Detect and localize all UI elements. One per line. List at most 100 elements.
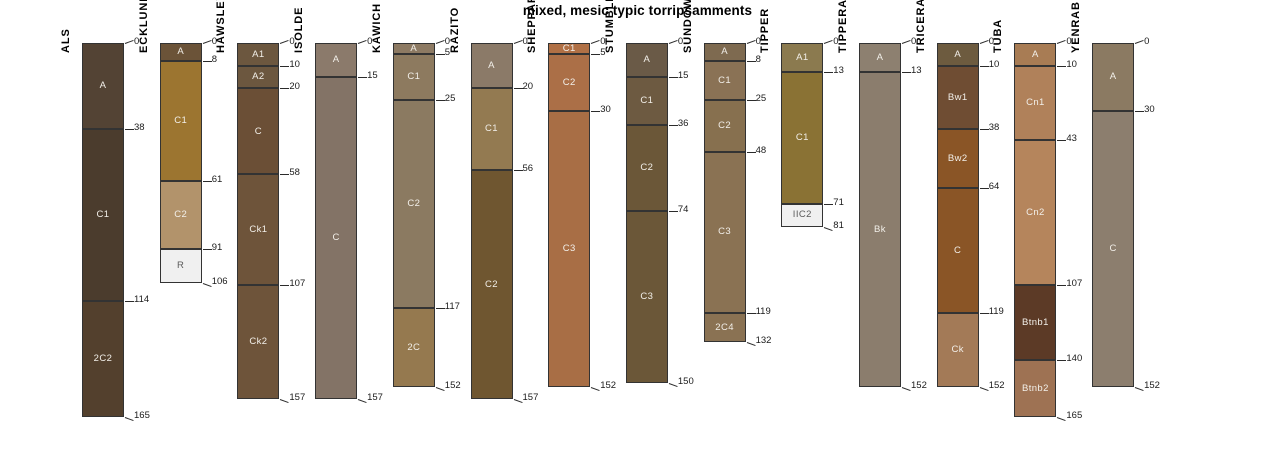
horizon-label: Bw1: [947, 91, 968, 103]
horizon-label: C3: [718, 226, 732, 238]
depth-tick-label: 114: [134, 294, 150, 306]
depth-tick-label: 43: [1066, 133, 1077, 145]
depth-tick-label: 38: [134, 122, 145, 134]
tick-line: [280, 174, 290, 176]
tick-line: [824, 72, 834, 74]
soil-horizon: C: [1092, 110, 1135, 388]
tick-line: [280, 39, 290, 44]
horizon-label: C3: [562, 243, 576, 255]
tick-line: [668, 124, 678, 126]
horizon-label: C: [954, 244, 962, 256]
tick-line: [357, 398, 367, 403]
tick-line: [280, 88, 290, 90]
depth-tick-label: 0: [134, 36, 140, 47]
profile-name-label: RAZITO: [448, 6, 461, 53]
depth-tick-label: 107: [289, 278, 306, 290]
horizon-label: C2: [562, 76, 576, 88]
depth-tick-label: 5: [600, 47, 606, 59]
soil-horizon: C1: [470, 88, 513, 170]
depth-tick-label: 152: [600, 380, 617, 392]
horizon-label: C2: [485, 278, 498, 290]
horizon-label: Btnb1: [1021, 317, 1049, 329]
depth-tick-label: 150: [677, 375, 694, 387]
tick-line: [202, 283, 212, 288]
tick-line: [513, 398, 523, 403]
tick-line: [202, 181, 212, 183]
profile-bar: C1 C2 C3: [548, 43, 591, 388]
tick-line: [124, 416, 134, 421]
horizon-label: C1: [96, 209, 110, 221]
soil-horizon: C3: [703, 151, 746, 313]
depth-tick-label: 15: [677, 69, 689, 81]
horizon-label: Cn2: [1026, 207, 1045, 219]
horizon-label: A: [954, 48, 962, 60]
profile-bar: A1 C1 IIC2: [781, 43, 824, 227]
tick-line: [591, 39, 600, 44]
horizon-label: Ck2: [249, 336, 268, 348]
tick-line: [513, 88, 523, 90]
depth-tick-label: 0: [833, 36, 839, 47]
depth-tick-label: 74: [677, 203, 689, 215]
soil-horizon: C2: [703, 99, 746, 152]
depth-tick-label: 157: [367, 391, 383, 403]
soil-horizon: R: [159, 249, 202, 284]
tick-line: [125, 301, 134, 303]
tick-line: [824, 39, 833, 44]
depth-tick-label: 0: [1144, 36, 1150, 47]
profile-name-label: SHEPPARD: [526, 0, 539, 53]
soil-horizon: A: [859, 43, 901, 73]
tick-line: [435, 308, 445, 310]
tick-line: [668, 382, 678, 387]
horizon-label: 2C2: [93, 353, 113, 365]
horizon-label: C2: [718, 119, 732, 131]
soil-horizon: A: [936, 43, 979, 66]
horizon-label: IIC2: [792, 209, 812, 221]
soil-horizon: A: [82, 43, 124, 130]
horizon-label: C1: [795, 132, 809, 144]
profile-bar: A C1 C2 C3: [625, 43, 668, 383]
soil-horizon: IIC2: [781, 203, 824, 227]
depth-tick-label: 15: [367, 69, 378, 81]
soil-horizon: Bk: [859, 72, 901, 388]
tick-line: [202, 61, 212, 63]
depth-tick-label: 20: [522, 81, 534, 93]
soil-horizon: Ck: [936, 312, 979, 388]
depth-tick-label: 64: [988, 181, 1000, 193]
horizon-label: A: [721, 46, 728, 58]
soil-horizon: A: [470, 43, 513, 89]
depth-tick-label: 25: [755, 92, 767, 104]
profile-bar: A C1 C2: [470, 43, 513, 399]
depth-tick-label: 152: [911, 380, 927, 392]
profile-bar: A C1 C2 C3 2C4: [703, 43, 746, 343]
soil-horizon: C: [936, 188, 979, 313]
depth-tick-label: 30: [1144, 103, 1155, 115]
soil-horizon: A: [703, 43, 746, 62]
depth-tick-label: 13: [911, 65, 922, 77]
depth-tick-label: 132: [755, 335, 772, 347]
depth-tick-label: 38: [988, 122, 1000, 134]
tick-line: [824, 203, 834, 205]
horizon-label: Btnb2: [1021, 382, 1049, 394]
soil-horizon: C1: [548, 43, 591, 55]
tick-line: [435, 99, 445, 101]
depth-tick-label: 91: [211, 242, 223, 254]
soil-horizon: Cn1: [1014, 65, 1057, 141]
tick-line: [1134, 387, 1144, 392]
horizon-label: C3: [640, 291, 654, 303]
soil-horizon: C2: [548, 54, 591, 111]
tick-line: [280, 398, 290, 403]
horizon-label: A: [876, 51, 884, 63]
depth-tick-label: 117: [444, 301, 460, 313]
tick-line: [979, 312, 989, 314]
profile-name-label: ECKLUND: [137, 0, 150, 53]
depth-tick-label: 0: [367, 36, 373, 47]
profile-bar: A C1 C2 2C: [392, 43, 435, 388]
tick-line: [902, 72, 911, 74]
page-title: mixed, mesic typic torripsamments: [522, 3, 753, 18]
horizon-label: 2C: [407, 342, 421, 353]
soil-horizon: 2C: [392, 308, 435, 388]
depth-tick-label: 0: [211, 36, 217, 47]
soil-horizon: A: [1092, 43, 1135, 111]
depth-tick-label: 106: [211, 276, 228, 288]
horizon-label: C2: [174, 209, 188, 221]
